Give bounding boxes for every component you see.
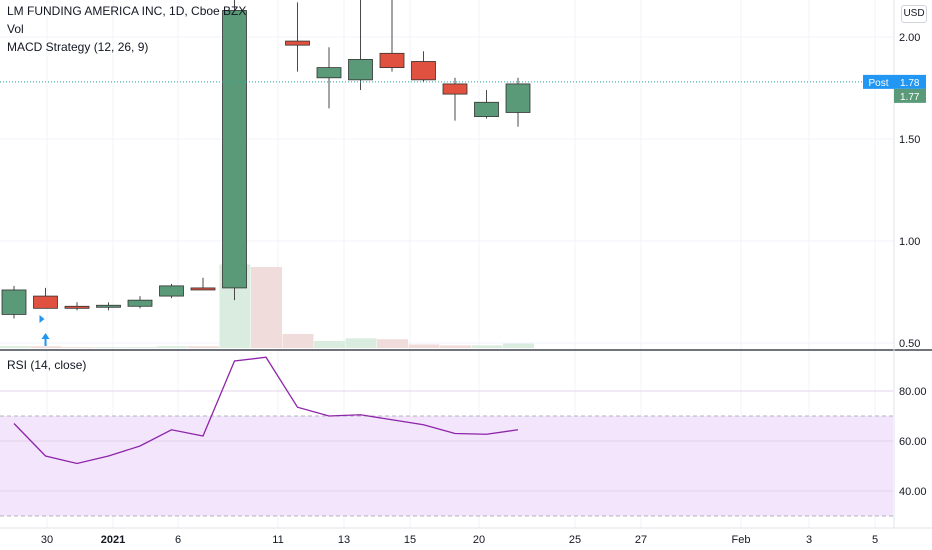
volume-bar [503,343,534,348]
candle-body [1,289,27,315]
candle-body [505,83,531,113]
volume-bar [125,347,156,348]
volume-bar [282,333,314,348]
chart-title[interactable]: LM FUNDING AMERICA INC, 1D, Cboe BZX [7,4,247,18]
volume-bar [0,346,30,348]
volume-bar [471,345,503,348]
volume-legend[interactable]: Vol [7,22,24,36]
volume-bar [377,339,408,348]
post-label-badge [863,74,894,89]
post-label-text: Post [868,78,888,89]
date-tick-label: 13 [338,534,350,546]
volume-bar [251,267,282,348]
candle-body [285,40,310,46]
price-axis[interactable]: 0.501.001.502.002.503.003.5040.0060.0080… [899,0,927,498]
post-price-badges: Post 1.78 1.77 [863,74,926,103]
candle-body [379,52,405,68]
rsi-legend[interactable]: RSI (14, close) [7,358,87,372]
price-tick-label: 1.00 [899,236,920,248]
volume-bar [440,345,471,348]
candle-body [222,10,247,289]
rsi-tick-label: 80.00 [899,386,927,398]
candle-body [96,304,121,308]
candle-body [127,299,153,307]
candle-body [348,59,373,81]
rsi-line [13,356,519,465]
rsi-band [0,390,893,517]
rsi-tick-label: 40.00 [899,486,927,498]
volume-bar [30,346,62,348]
volume-bar [408,344,440,348]
candle-body [190,287,216,291]
price-tick-label: 1.50 [899,134,920,146]
candle-body [33,295,58,309]
date-tick-label: 25 [569,534,581,546]
signal-markers [0,81,864,346]
date-tick-label: 2021 [101,534,125,546]
date-tick-label: 15 [404,534,416,546]
date-tick-label: 20 [473,534,485,546]
date-tick-label: Feb [732,534,751,546]
rsi-series [13,356,519,465]
volume-bar [156,346,188,348]
date-tick-label: 30 [41,534,53,546]
candle-body [411,61,436,81]
signal-flag-icon [39,315,45,323]
macd-legend[interactable]: MACD Strategy (12, 26, 9) [7,40,149,54]
post-price-text: 1.78 [900,78,920,89]
last-price-text: 1.77 [900,92,920,103]
date-axis[interactable]: 30 2021 6 11 13 15 20 25 27 Feb 3 5 [41,534,878,546]
date-tick-label: 11 [272,534,283,546]
candle-body [442,83,468,95]
volume-bar [345,338,377,348]
last-price-badge [894,88,926,103]
candle-body [316,67,342,79]
currency-badge[interactable]: USD [901,5,927,23]
buy-arrow-head-icon [41,333,50,339]
date-tick-label: 27 [635,534,647,546]
volume-bar [93,347,125,348]
date-tick-label: 5 [872,534,878,546]
rsi-band-fill [0,416,893,516]
volume-bar [314,340,345,348]
volume-bar [188,346,219,348]
post-price-badge [894,74,926,89]
candlestick-series [1,0,531,319]
date-tick-label: 3 [806,534,812,546]
candle-body [64,305,90,309]
candle-body [474,101,499,117]
rsi-tick-label: 60.00 [899,436,927,448]
candle-body [159,285,184,297]
volume-bar [62,347,93,348]
price-tick-label: 0.50 [899,338,920,350]
price-tick-label: 2.00 [899,32,920,44]
date-tick-label: 6 [175,534,181,546]
